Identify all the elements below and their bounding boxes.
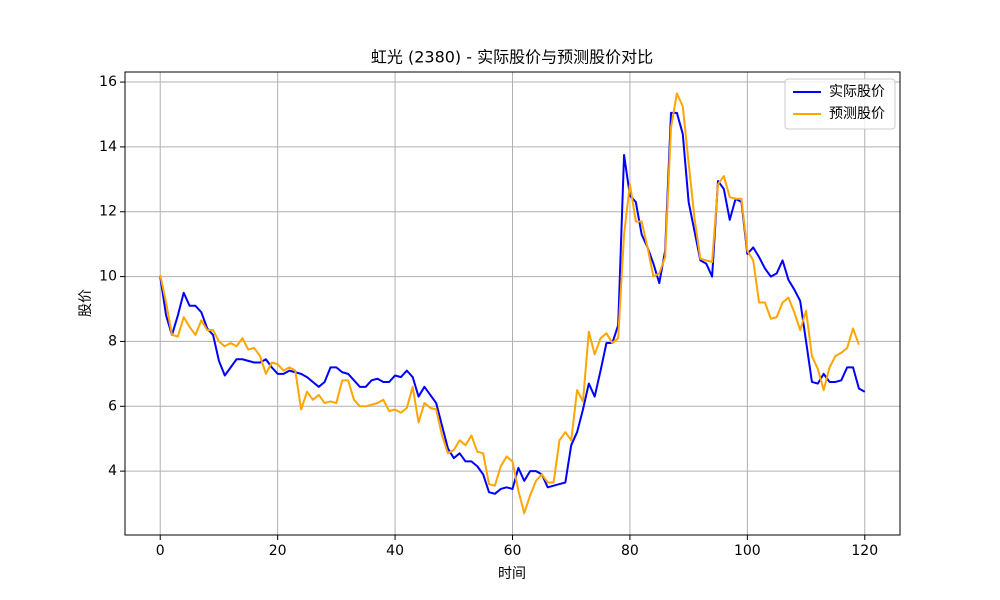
y-tick-label: 16 — [99, 74, 117, 90]
x-tick-label: 100 — [734, 543, 761, 559]
y-axis-label: 股价 — [78, 289, 94, 317]
plot-frame — [124, 71, 901, 536]
series-line — [159, 111, 866, 495]
x-axis-label: 时间 — [498, 566, 526, 582]
x-tick-label: 80 — [621, 543, 639, 559]
chart-title: 虹光 (2380) - 实际股价与预测股价对比 — [371, 48, 653, 67]
legend-label: 预测股价 — [829, 106, 885, 122]
x-tick-label: 20 — [269, 543, 287, 559]
y-tick-label: 8 — [108, 333, 117, 349]
y-tick-label: 10 — [99, 269, 117, 285]
x-tick-label: 0 — [156, 543, 165, 559]
x-tick-label: 60 — [504, 543, 522, 559]
y-tick-label: 12 — [99, 204, 117, 220]
y-tick-label: 4 — [108, 463, 117, 479]
legend-label: 实际股价 — [829, 84, 885, 100]
series-line — [159, 92, 860, 515]
x-tick-label: 120 — [851, 543, 878, 559]
y-tick-label: 14 — [99, 139, 117, 155]
x-tick-label: 40 — [386, 543, 404, 559]
y-tick-label: 6 — [108, 398, 117, 414]
